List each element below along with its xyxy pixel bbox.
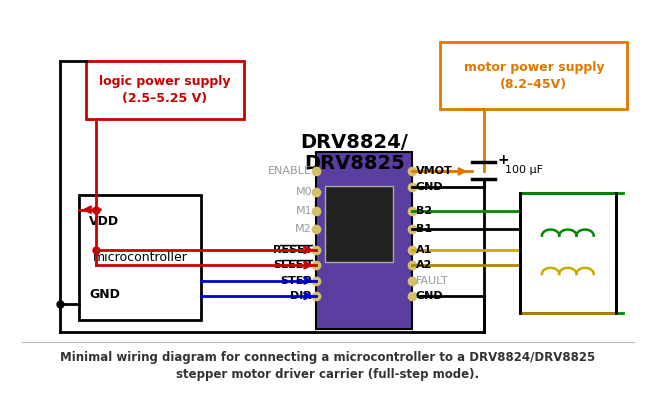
Text: B1: B1 <box>415 224 432 234</box>
Text: M0: M0 <box>295 188 312 197</box>
Text: stepper motor driver carrier (full-step mode).: stepper motor driver carrier (full-step … <box>176 368 479 381</box>
Text: DIR: DIR <box>290 291 312 301</box>
Text: A2: A2 <box>415 260 432 270</box>
Text: SLEEP: SLEEP <box>274 260 312 270</box>
Text: FAULT: FAULT <box>415 276 448 286</box>
Bar <box>326 186 392 263</box>
Bar <box>86 61 244 119</box>
Bar <box>79 195 201 320</box>
Text: VDD: VDD <box>89 214 119 228</box>
Text: microcontroller: microcontroller <box>93 251 187 264</box>
Text: 100 μF: 100 μF <box>504 166 542 175</box>
Text: VMOT: VMOT <box>415 166 452 176</box>
Text: M2: M2 <box>295 224 312 234</box>
Text: B2: B2 <box>415 206 432 216</box>
Bar <box>316 152 412 329</box>
Text: GND: GND <box>89 288 120 301</box>
Text: RESET: RESET <box>272 245 312 255</box>
Bar <box>440 42 627 109</box>
Text: Minimal wiring diagram for connecting a microcontroller to a DRV8824/DRV8825: Minimal wiring diagram for connecting a … <box>60 352 595 365</box>
Text: A1: A1 <box>415 245 432 255</box>
Text: ENABLE: ENABLE <box>268 166 312 176</box>
Text: GND: GND <box>415 182 443 192</box>
Text: GND: GND <box>415 291 443 301</box>
Text: DRV8824/
DRV8825: DRV8824/ DRV8825 <box>300 133 408 173</box>
Text: logic power supply
(2.5–5.25 V): logic power supply (2.5–5.25 V) <box>100 75 231 105</box>
Text: +: + <box>498 153 510 167</box>
Text: STEP: STEP <box>280 276 312 286</box>
Text: motor power supply
(8.2–45V): motor power supply (8.2–45V) <box>464 61 604 91</box>
Text: M1: M1 <box>295 206 312 216</box>
Bar <box>520 193 616 313</box>
